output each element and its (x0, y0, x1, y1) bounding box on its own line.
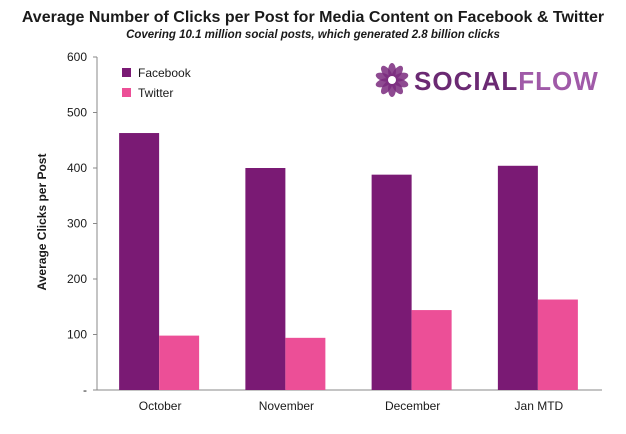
bars (119, 133, 578, 390)
flower-petal (381, 65, 393, 80)
legend-swatch-facebook (122, 68, 131, 77)
bar-twitter-december (411, 310, 452, 390)
legend-swatch-twitter (122, 88, 131, 97)
bar-twitter-october (159, 335, 200, 390)
y-tick-label: 600 (67, 50, 87, 64)
y-tick-label: 500 (67, 106, 87, 120)
bar-facebook-october (119, 133, 160, 390)
x-category-label: Jan MTD (515, 399, 564, 413)
x-category-label: October (139, 399, 182, 413)
flower-logo-icon (375, 63, 409, 97)
bar-facebook-november (245, 168, 286, 390)
logo-text: SOCIALFLOW (414, 66, 599, 96)
x-category-label: December (385, 399, 440, 413)
logo-text-flow: FLOW (518, 66, 599, 96)
y-axis-label: Average Clicks per Post (35, 154, 49, 291)
chart-subtitle: Covering 10.1 million social posts, whic… (126, 29, 500, 41)
legend-label-twitter: Twitter (138, 86, 173, 100)
y-tick-label: 100 (67, 328, 87, 342)
flower-center (388, 76, 396, 84)
bar-facebook-december (371, 174, 412, 390)
y-ticks: - 100 200 300 400 500 600 (67, 50, 97, 397)
bar-twitter-november (285, 337, 326, 390)
bar-twitter-jan-mtd (537, 299, 578, 390)
logo-text-social: SOCIAL (414, 66, 518, 96)
x-category-label: November (259, 399, 314, 413)
y-tick-label: 300 (67, 217, 87, 231)
x-categories: October November December Jan MTD (139, 399, 564, 413)
y-tick-label: - (83, 383, 87, 397)
bar-facebook-jan-mtd (497, 165, 538, 390)
legend-label-facebook: Facebook (138, 66, 192, 80)
y-tick-label: 400 (67, 161, 87, 175)
y-tick-label: 200 (67, 272, 87, 286)
chart-title: Average Number of Clicks per Post for Me… (22, 9, 604, 26)
legend: Facebook Twitter (122, 66, 192, 100)
socialflow-logo: SOCIALFLOW (375, 63, 599, 97)
